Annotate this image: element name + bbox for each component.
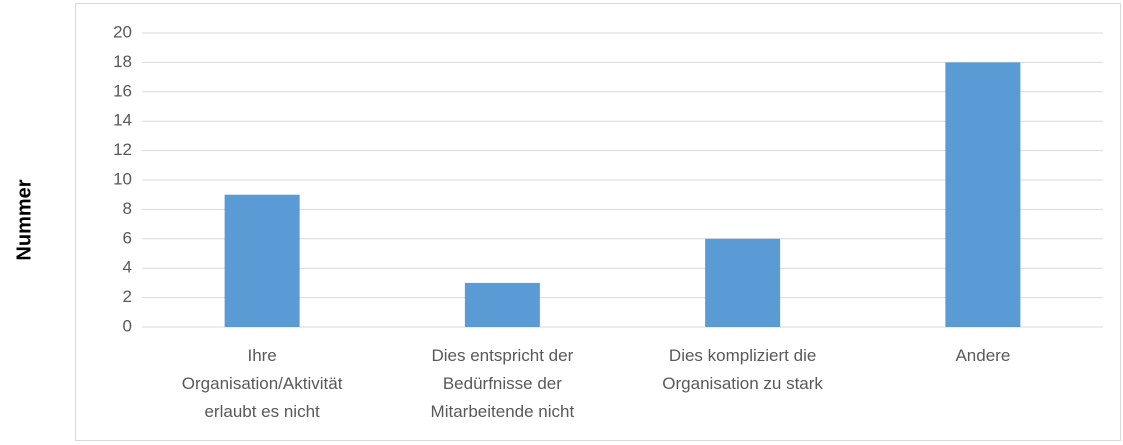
bar (705, 238, 781, 327)
y-tick-label: 4 (123, 258, 132, 277)
x-tick-label: Dies entspricht der Bedürfnisse der Mitarb… (431, 346, 575, 421)
y-tick-label: 16 (113, 81, 132, 100)
x-tick-label: Ihre Organisation/Aktivität erlaubt es nic… (182, 346, 343, 421)
y-axis-title: Nummer (13, 179, 35, 260)
x-tick-label: Dies kompliziert die Organisation zu star… (662, 346, 823, 393)
y-tick-label: 14 (113, 111, 132, 130)
y-tick-label: 2 (123, 287, 132, 306)
y-tick-label: 0 (123, 316, 132, 335)
y-tick-label: 10 (113, 169, 132, 188)
y-tick-label: 6 (123, 228, 132, 247)
bar (224, 194, 300, 327)
bar (945, 62, 1021, 328)
y-tick-label: 12 (113, 140, 132, 159)
y-tick-label: 18 (113, 52, 132, 71)
chart-border (75, 3, 1121, 441)
y-tick-label: 20 (113, 22, 132, 41)
bar (464, 282, 540, 327)
x-tick-label: Andere (955, 346, 1010, 365)
y-tick-label: 8 (123, 199, 132, 218)
